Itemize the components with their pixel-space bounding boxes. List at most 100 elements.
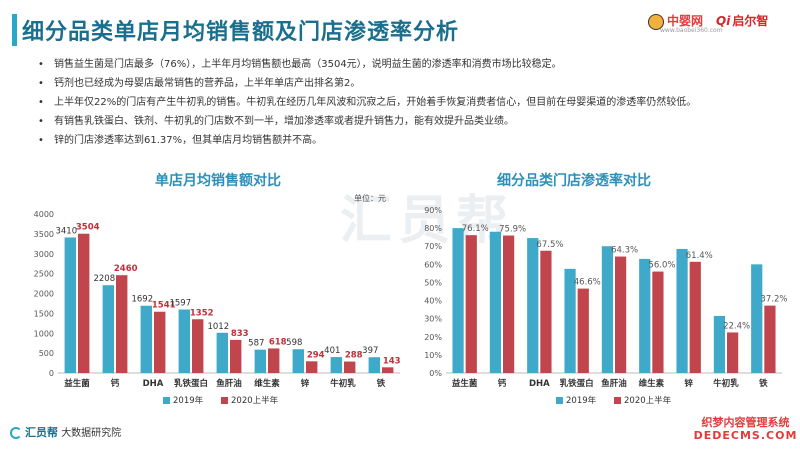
category-label: DHA (529, 379, 550, 389)
data-label-2020: 1541 (152, 301, 176, 311)
bar-2020 (465, 235, 477, 373)
data-label-2020: 61.4% (686, 251, 713, 261)
bar-2020 (615, 256, 627, 373)
data-label-2020: 75.9% (499, 225, 526, 235)
legend-label-2019: 2019年 (566, 395, 597, 406)
legend-swatch-2019 (556, 397, 563, 404)
data-label-2019: 598 (286, 338, 302, 348)
category-label: 铁 (759, 378, 768, 389)
bar-2019 (751, 264, 763, 373)
y-tick-label: 70% (424, 242, 442, 251)
category-label: 益生菌 (64, 378, 90, 389)
logo-qierzhi: Qi 启尔智 (716, 12, 768, 29)
y-tick-label: 3000 (34, 250, 54, 259)
y-tick-label: 10% (424, 351, 442, 360)
bullet-item: 销售益生菌是门店最多（76%），上半年月均销售额也最高（3504元），说明益生菌… (38, 55, 778, 74)
bullet-item: 钙剂也已经成为母婴店最常销售的营养品，上半年单店产出排名第2。 (38, 74, 778, 93)
bar-2019 (452, 228, 464, 373)
bar-2020 (230, 339, 242, 373)
bar-2020 (689, 261, 701, 373)
y-tick-label: 40% (424, 297, 442, 306)
page-title: 细分品类单店月均销售额及门店渗透率分析 (22, 20, 460, 45)
y-tick-label: 80% (424, 224, 442, 233)
watermark-line1: 织梦内容管理系统 (693, 416, 798, 429)
bar-2019 (676, 248, 688, 373)
y-tick-label: 3500 (34, 230, 54, 239)
data-label-2020: 76.1% (462, 224, 489, 234)
bar-2020 (78, 233, 90, 373)
bar-2019 (140, 305, 152, 373)
bar-2020 (503, 235, 515, 373)
y-tick-label: 500 (39, 349, 54, 358)
watermark-text: 汇员帮 (340, 191, 515, 251)
y-tick-label: 2500 (34, 270, 54, 279)
category-label: DHA (143, 379, 164, 389)
y-tick-label: 0% (429, 369, 442, 378)
legend-label-2019: 2019年 (173, 395, 204, 406)
y-tick-label: 50% (424, 278, 442, 287)
data-label-2020: 618 (269, 337, 287, 347)
category-label: 鱼肝油 (601, 378, 627, 389)
summary-bullets: 销售益生菌是门店最多（76%），上半年月均销售额也最高（3504元），说明益生菌… (38, 55, 778, 150)
bar-2020 (727, 332, 739, 373)
data-label-2019: 2208 (93, 274, 115, 284)
bar-2019 (216, 332, 228, 373)
y-tick-label: 2000 (34, 290, 54, 299)
category-label: 牛初乳 (713, 378, 739, 389)
bar-2020 (192, 319, 204, 373)
logo-qierzhi-text: 启尔智 (732, 14, 769, 28)
data-label-2019: 587 (248, 339, 264, 349)
bar-2019 (178, 309, 190, 373)
bar-2019 (564, 268, 576, 373)
bar-2019 (102, 285, 114, 373)
bar-2019 (489, 231, 501, 373)
legend-swatch-2020 (221, 397, 228, 404)
bar-2019 (713, 315, 725, 373)
y-tick-label: 0 (49, 369, 54, 378)
category-label: 牛初乳 (330, 378, 356, 389)
y-tick-label: 20% (424, 333, 442, 342)
data-label-2019: 3410 (55, 226, 77, 236)
data-label-2020: 294 (307, 350, 325, 360)
bar-2020 (116, 275, 128, 373)
category-label: 铁 (377, 378, 386, 389)
data-label-2019: 1597 (169, 299, 191, 309)
dedecms-watermark: 织梦内容管理系统 DEDECMS.COM (693, 416, 798, 442)
unit-label: 单位：元 (354, 194, 386, 203)
category-label: 益生菌 (452, 378, 478, 389)
huiyuanbang-logo-icon (10, 427, 22, 439)
data-label-2020: 37.2% (760, 295, 787, 305)
watermark-line2: DEDECMS.COM (693, 429, 798, 442)
data-label-2020: 143 (383, 356, 401, 366)
data-label-2020: 833 (231, 329, 249, 339)
bar-2019 (527, 238, 539, 373)
qi-logo-mark: Qi (716, 14, 731, 28)
footer-logo: 汇员帮 大数据研究院 (10, 424, 121, 440)
bar-2019 (330, 357, 342, 373)
bar-2020 (540, 250, 552, 373)
logo-url: www.baobei360.com (660, 27, 723, 34)
bar-2020 (306, 361, 318, 373)
category-label: 锌 (684, 378, 693, 389)
bar-2019 (254, 349, 266, 373)
y-tick-label: 60% (424, 260, 442, 269)
category-label: 鱼肝油 (216, 378, 242, 389)
baby-face-icon (648, 13, 664, 30)
data-label-2020: 64.3% (611, 246, 638, 256)
category-label: 钙 (498, 378, 507, 389)
bar-2020 (764, 305, 776, 373)
y-tick-label: 1000 (34, 329, 54, 338)
data-label-2019: 1692 (131, 295, 153, 305)
bar-2020 (577, 288, 589, 373)
legend-swatch-2020 (614, 397, 621, 404)
bar-2020 (154, 311, 166, 373)
legend-label-2020: 2020上半年 (231, 395, 279, 406)
data-label-2020: 1352 (190, 308, 214, 318)
category-label: 维生素 (254, 378, 280, 389)
y-tick-label: 1500 (34, 309, 54, 318)
category-label: 乳铁蛋白 (174, 378, 208, 389)
bar-2019 (292, 349, 304, 373)
bar-2019 (639, 258, 651, 373)
